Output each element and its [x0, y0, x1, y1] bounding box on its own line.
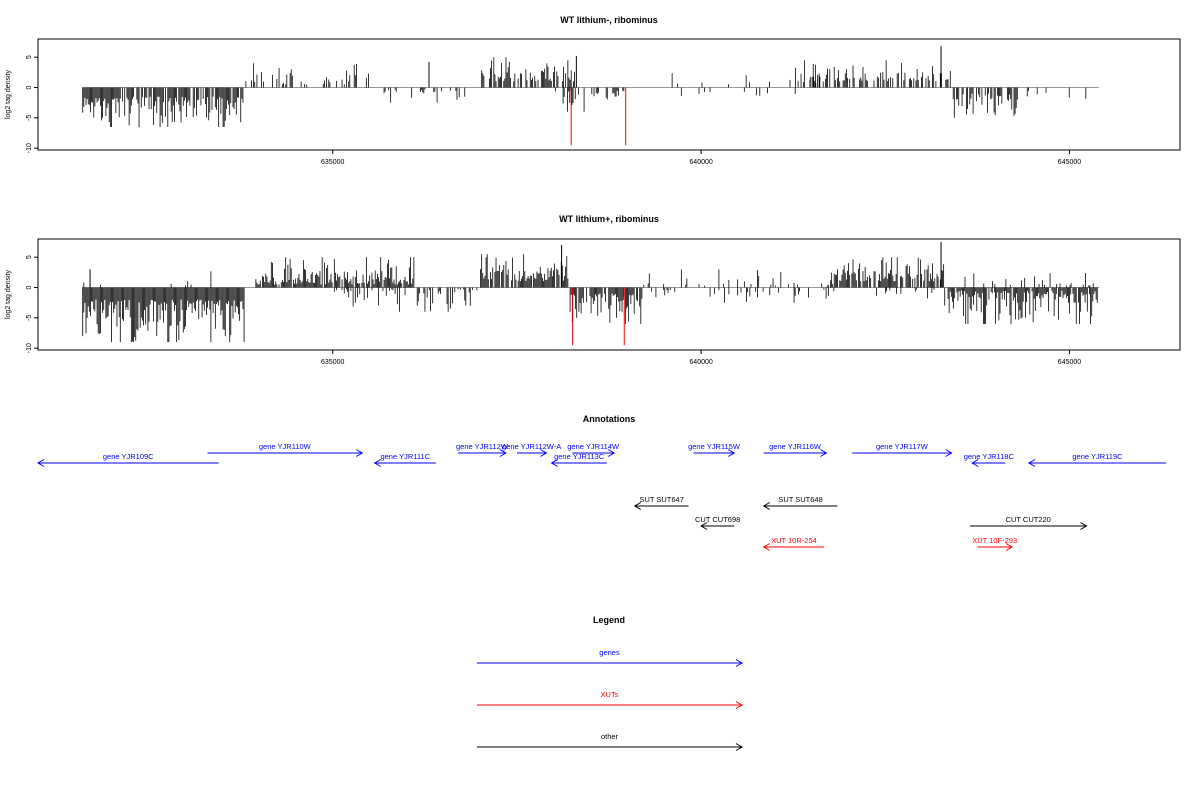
- legend-label: other: [601, 732, 619, 741]
- arrow-head-icon: [540, 449, 548, 457]
- arrow-head-icon: [1005, 543, 1014, 551]
- track-panel-lithium-minus: WT lithium-, ribominus log2 tag density …: [5, 15, 1181, 166]
- arrow-head-icon: [945, 449, 953, 457]
- feature-other: SUT SUT647: [633, 495, 689, 510]
- feature-xut: XUT 10R-254: [762, 536, 825, 551]
- x-tick-label: 635000: [321, 159, 344, 166]
- feature-label: CUT CUT220: [1006, 515, 1051, 524]
- feature-gene: gene YJR112W: [456, 442, 509, 457]
- arrow-head-icon: [735, 659, 743, 667]
- y-tick-label: 5: [26, 55, 33, 59]
- legend-item: genes: [477, 648, 743, 667]
- legend-panel: Legend genes XUTs other: [477, 615, 743, 751]
- arrow-head-icon: [735, 743, 743, 751]
- track-title: WT lithium-, ribominus: [560, 15, 658, 25]
- arrow-head-icon: [37, 459, 45, 467]
- arrow-head-icon: [1027, 459, 1036, 467]
- legend-label: XUTs: [601, 690, 619, 699]
- y-tick-label: -10: [26, 343, 33, 353]
- feature-xut: XUT 10F-293: [972, 536, 1017, 551]
- y-tick-label: 0: [26, 285, 33, 289]
- arrow-head-icon: [735, 701, 743, 709]
- y-axis-label: log2 tag density: [5, 69, 12, 119]
- feature-label: XUT 10R-254: [771, 536, 817, 545]
- feature-gene: gene YJR119C: [1027, 452, 1166, 467]
- legend-item: XUTs: [477, 690, 743, 709]
- feature-label: gene YJR118C: [964, 452, 1015, 461]
- arrow-head-icon: [355, 449, 364, 457]
- feature-gene: gene YJR116W: [763, 442, 828, 457]
- feature-gene: gene YJR113C: [550, 452, 607, 467]
- feature-label: gene YJR119C: [1072, 452, 1123, 461]
- feature-other: SUT SUT648: [762, 495, 838, 510]
- y-tick-label: 5: [26, 255, 33, 259]
- feature-gene: gene YJR110W: [207, 442, 364, 457]
- feature-gene: gene YJR111C: [373, 452, 436, 467]
- x-tick-label: 640000: [689, 159, 712, 166]
- legend-items: genes XUTs other: [477, 648, 743, 751]
- legend-title: Legend: [593, 615, 625, 625]
- feature-other: CUT CUT220: [970, 515, 1088, 530]
- x-tick-label: 640000: [689, 359, 712, 366]
- feature-label: gene YJR114W: [567, 442, 620, 451]
- feature-label: gene YJR110W: [259, 442, 312, 451]
- arrow-head-icon: [550, 459, 558, 467]
- feature-label: XUT 10F-293: [972, 536, 1017, 545]
- feature-gene: gene YJR109C: [37, 452, 219, 467]
- feature-track: gene YJR109C gene YJR110W gene YJR111C gene…: [37, 442, 1166, 551]
- feature-gene: gene YJR117W: [852, 442, 953, 457]
- x-axis: 635000 640000 645000: [321, 150, 1081, 166]
- feature-label: gene YJR112W: [456, 442, 509, 451]
- x-tick-label: 645000: [1058, 159, 1081, 166]
- y-axis: -10 -5 0 5: [26, 55, 39, 153]
- legend-label: genes: [599, 648, 620, 657]
- x-axis: 635000 640000 645000: [321, 350, 1081, 366]
- arrow-head-icon: [607, 449, 616, 457]
- arrow-head-icon: [373, 459, 381, 467]
- arrow-head-icon: [820, 449, 828, 457]
- feature-label: SUT SUT648: [778, 495, 822, 504]
- feature-label: gene YJR113C: [554, 452, 605, 461]
- feature-other: CUT CUT698: [695, 515, 740, 530]
- feature-label: CUT CUT698: [695, 515, 740, 524]
- arrow-head-icon: [633, 502, 642, 510]
- bar-series: [82, 242, 1099, 346]
- feature-gene: gene YJR115W: [688, 442, 741, 457]
- arrow-head-icon: [762, 543, 770, 551]
- y-axis: -10 -5 0 5: [26, 255, 39, 353]
- y-tick-label: 0: [26, 85, 33, 89]
- track-panel-lithium-plus: WT lithium+, ribominus log2 tag density …: [5, 214, 1181, 366]
- arrow-head-icon: [971, 459, 979, 467]
- feature-label: gene YJR116W: [769, 442, 822, 451]
- feature-label: gene YJR112W-A: [502, 442, 561, 451]
- y-tick-label: -5: [26, 315, 33, 321]
- feature-gene: gene YJR112W-A: [502, 442, 561, 457]
- arrow-head-icon: [499, 449, 507, 457]
- arrow-head-icon: [762, 502, 770, 510]
- feature-label: gene YJR111C: [380, 452, 430, 461]
- bar-series: [82, 46, 1099, 146]
- feature-gene: gene YJR114W: [567, 442, 620, 457]
- arrow-head-icon: [1080, 522, 1088, 530]
- y-tick-label: -5: [26, 115, 33, 121]
- x-tick-label: 645000: [1058, 359, 1081, 366]
- feature-label: gene YJR115W: [688, 442, 741, 451]
- y-tick-label: -10: [26, 143, 33, 153]
- x-tick-label: 635000: [321, 359, 344, 366]
- feature-gene: gene YJR118C: [964, 452, 1015, 467]
- annotations-title: Annotations: [583, 414, 636, 424]
- arrow-head-icon: [700, 522, 708, 530]
- legend-item: other: [477, 732, 743, 751]
- arrow-head-icon: [728, 449, 736, 457]
- feature-label: SUT SUT647: [639, 495, 683, 504]
- y-axis-label: log2 tag density: [5, 269, 12, 319]
- feature-label: gene YJR117W: [876, 442, 929, 451]
- feature-label: gene YJR109C: [103, 452, 154, 461]
- track-title: WT lithium+, ribominus: [559, 214, 659, 224]
